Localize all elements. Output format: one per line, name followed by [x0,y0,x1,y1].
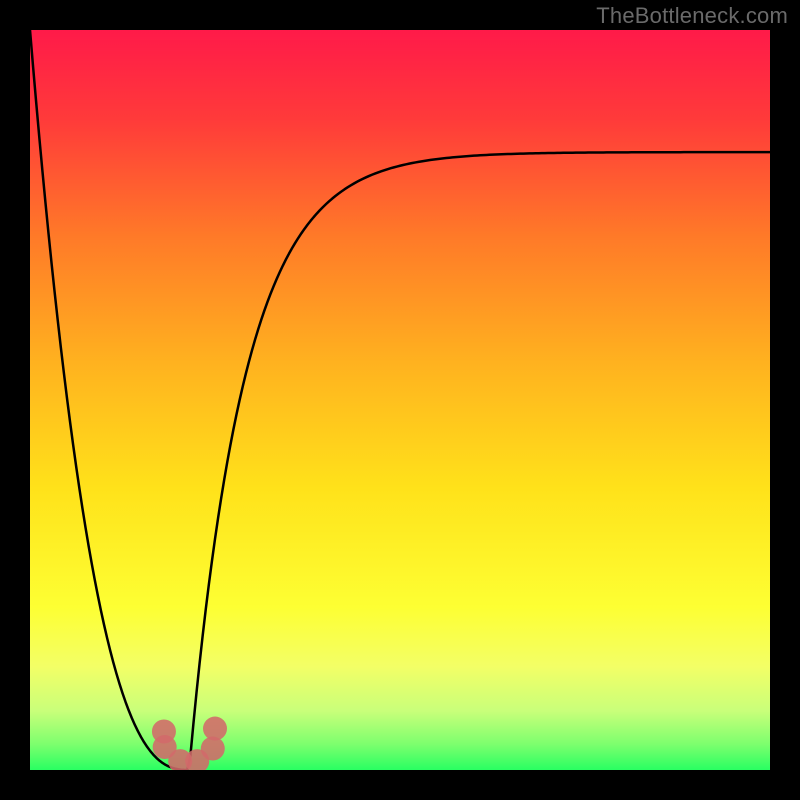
chart-container: TheBottleneck.com [0,0,800,800]
outer-border [0,0,800,800]
watermark-text: TheBottleneck.com [596,3,788,29]
